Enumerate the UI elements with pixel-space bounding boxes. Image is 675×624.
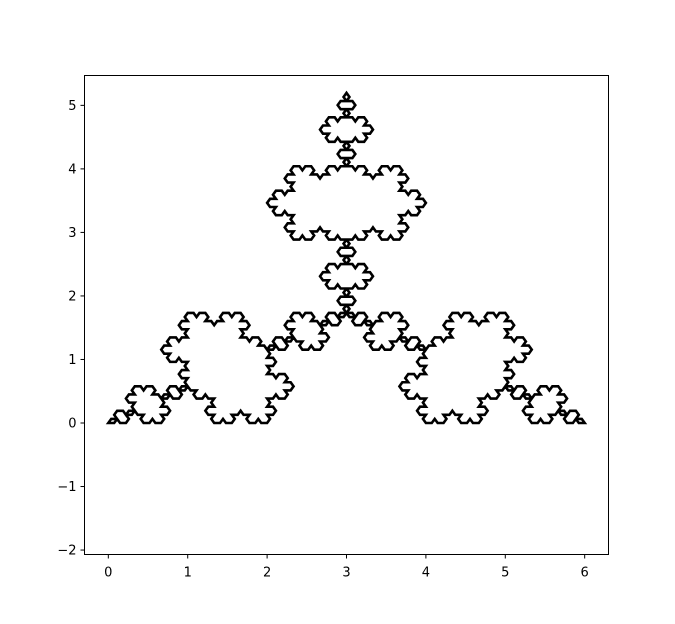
y-tick-label: 4 — [68, 162, 76, 177]
x-tick-label: 5 — [501, 566, 509, 581]
koch-curve-line — [105, 90, 588, 425]
y-tick-label: −1 — [57, 480, 76, 495]
x-tick-label: 6 — [581, 566, 589, 581]
plot-content — [105, 90, 588, 425]
x-axis: 0 1 2 3 4 5 6 — [104, 554, 589, 581]
y-tick-label: 0 — [68, 416, 76, 431]
x-tick-label: 1 — [184, 566, 192, 581]
y-tick-label: 5 — [68, 99, 76, 114]
y-axis: −2 −1 0 1 2 3 4 5 — [57, 99, 85, 559]
x-tick-label: 4 — [422, 566, 430, 581]
y-tick-label: 3 — [68, 226, 76, 241]
x-tick-label: 0 — [104, 566, 112, 581]
y-tick-label: 1 — [68, 353, 76, 368]
x-tick-label: 3 — [342, 566, 350, 581]
y-tick-label: −2 — [57, 544, 76, 559]
y-tick-label: 2 — [68, 289, 76, 304]
x-tick-label: 2 — [263, 566, 271, 581]
